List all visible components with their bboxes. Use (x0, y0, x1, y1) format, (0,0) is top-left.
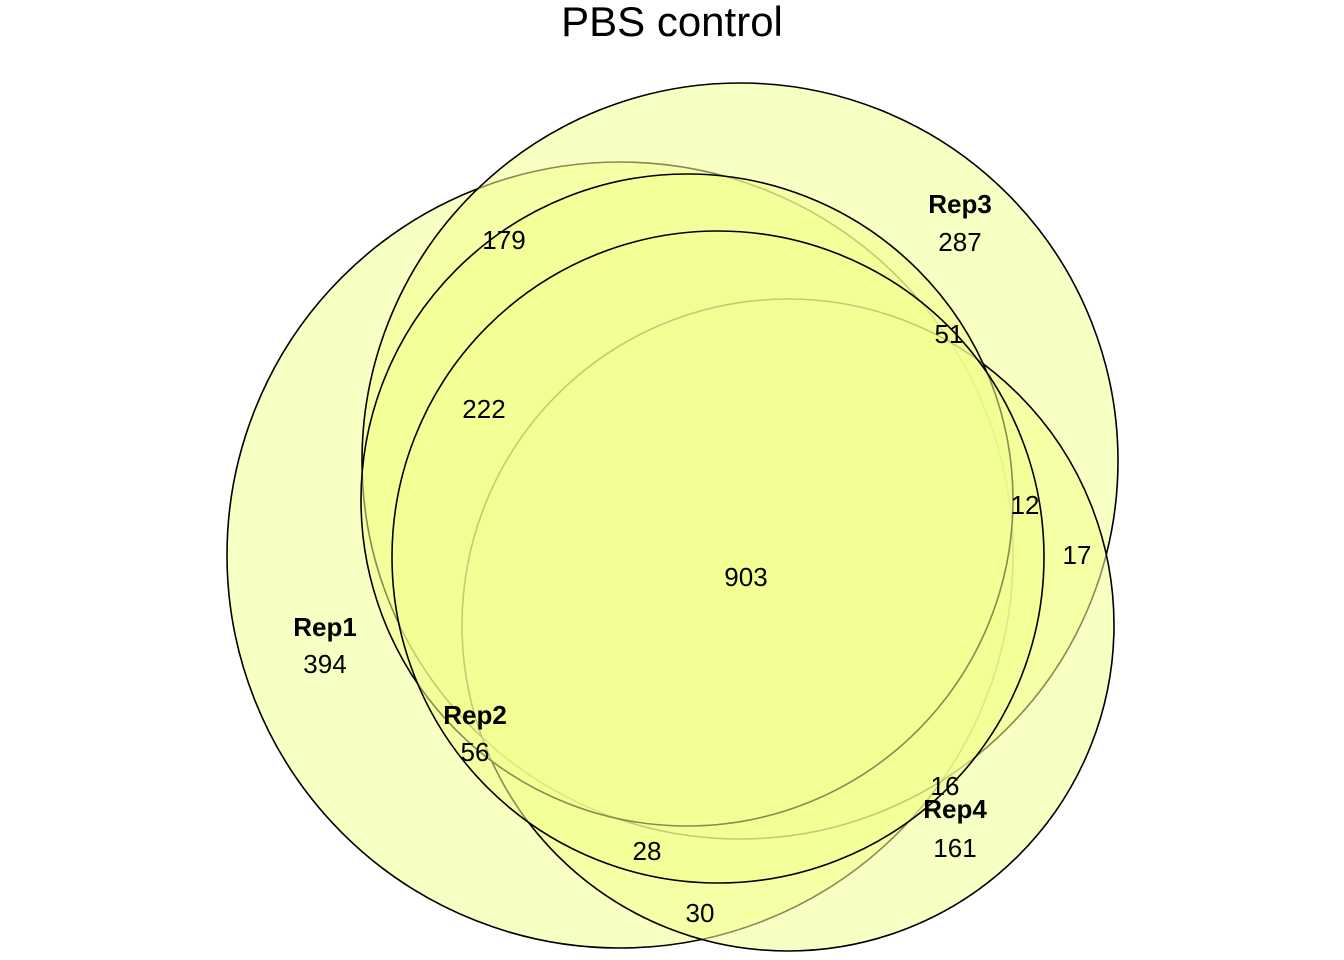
rep2-inner-circle (391, 230, 1045, 884)
count-all-sets: 903 (724, 562, 767, 592)
diagram-title: PBS control (561, 0, 783, 45)
rep4-label: Rep4 (923, 794, 987, 824)
count-rep3-rep4: 51 (935, 319, 964, 349)
set-circles (226, 82, 1119, 952)
rep2-label: Rep2 (443, 700, 507, 730)
rep4-count: 161 (933, 833, 976, 863)
count-rep2-rep4: 16 (931, 771, 960, 801)
intersection-counts: 179 222 51 12 17 903 16 28 30 (462, 225, 1091, 928)
count-rep1-rep2-rep4: 28 (633, 836, 662, 866)
rep1-label: Rep1 (293, 612, 357, 642)
rep3-count: 287 (938, 227, 981, 257)
count-rep2-rep3-rep4: 12 (1011, 490, 1040, 520)
count-rep1-rep2-rep3: 222 (462, 394, 505, 424)
rep1-count: 394 (303, 649, 346, 679)
count-rep3-rep4-outer: 17 (1063, 540, 1092, 570)
count-rep1-rep4: 30 (686, 898, 715, 928)
set-labels: Rep1 394 Rep2 56 Rep3 287 Rep4 161 (293, 189, 992, 863)
rep3-label: Rep3 (928, 189, 992, 219)
count-rep1-rep3: 179 (482, 225, 525, 255)
rep2-count: 56 (461, 737, 490, 767)
